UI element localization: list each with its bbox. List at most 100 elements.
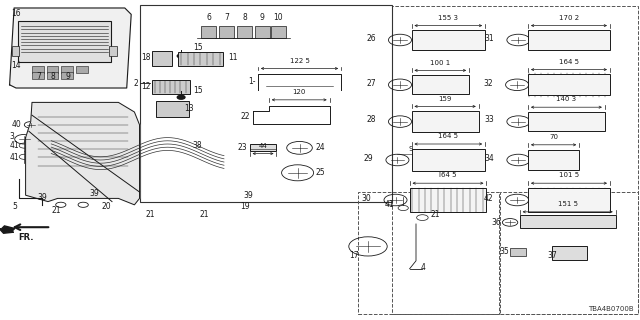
Text: 11: 11 xyxy=(228,53,238,62)
Text: 25: 25 xyxy=(316,168,325,177)
Text: 9: 9 xyxy=(65,72,70,81)
Bar xyxy=(410,188,486,212)
Bar xyxy=(500,192,638,314)
Bar xyxy=(152,51,172,66)
Text: 10: 10 xyxy=(273,13,284,22)
Bar xyxy=(32,66,44,73)
Text: 22: 22 xyxy=(240,112,250,121)
Text: 39: 39 xyxy=(243,191,253,200)
Text: 21: 21 xyxy=(146,210,156,219)
Text: 37: 37 xyxy=(547,252,557,260)
FancyArrow shape xyxy=(0,226,15,233)
Text: 20: 20 xyxy=(102,202,111,211)
Text: 70: 70 xyxy=(549,134,558,140)
Bar xyxy=(47,72,58,79)
Bar xyxy=(528,74,610,95)
Text: 41: 41 xyxy=(10,141,19,150)
Text: 35: 35 xyxy=(499,247,509,256)
Bar xyxy=(152,80,190,94)
Bar xyxy=(61,72,73,79)
Text: TBA4B0700B: TBA4B0700B xyxy=(588,306,634,312)
Text: 170 2: 170 2 xyxy=(559,15,579,21)
Text: 18: 18 xyxy=(141,53,150,62)
Text: 1-: 1- xyxy=(248,77,256,86)
Text: 17: 17 xyxy=(349,252,358,260)
Text: 41: 41 xyxy=(10,153,19,162)
Circle shape xyxy=(177,95,185,99)
Bar xyxy=(250,144,276,151)
Bar xyxy=(156,101,189,117)
Text: 36: 36 xyxy=(492,218,501,227)
Text: 9: 9 xyxy=(260,13,265,22)
Text: 7: 7 xyxy=(36,72,41,81)
Circle shape xyxy=(177,54,185,58)
Text: l64 5: l64 5 xyxy=(439,172,457,179)
Bar xyxy=(412,149,485,171)
Bar xyxy=(201,26,216,38)
Text: 14: 14 xyxy=(12,61,21,70)
Bar xyxy=(18,21,111,62)
Text: 24: 24 xyxy=(316,143,325,152)
Bar xyxy=(47,66,58,73)
Bar xyxy=(271,26,286,38)
Text: 21: 21 xyxy=(200,210,209,219)
Bar xyxy=(412,75,469,94)
Text: 12: 12 xyxy=(141,82,150,91)
Text: 9: 9 xyxy=(408,146,413,152)
Bar xyxy=(76,66,88,73)
Text: 21: 21 xyxy=(51,206,61,215)
Bar xyxy=(12,46,19,56)
Bar xyxy=(552,246,587,260)
Text: 100 1: 100 1 xyxy=(430,60,451,66)
Bar xyxy=(510,248,526,256)
Bar xyxy=(255,26,270,38)
Bar xyxy=(412,111,479,132)
Text: 140 3: 140 3 xyxy=(556,96,577,102)
Text: 42: 42 xyxy=(483,194,493,203)
Text: 3: 3 xyxy=(10,132,15,141)
Polygon shape xyxy=(10,8,131,88)
Text: 39: 39 xyxy=(37,193,47,202)
Text: 40: 40 xyxy=(12,120,21,129)
Text: 27: 27 xyxy=(366,79,376,88)
Bar xyxy=(528,30,610,50)
Text: 159: 159 xyxy=(438,96,452,101)
Text: FR.: FR. xyxy=(18,233,33,242)
Bar xyxy=(61,66,73,73)
Text: 19: 19 xyxy=(240,202,250,211)
Bar xyxy=(219,26,234,38)
Bar xyxy=(412,30,485,50)
Bar xyxy=(32,72,44,79)
Text: 122 5: 122 5 xyxy=(289,58,310,64)
Text: 8: 8 xyxy=(242,13,247,22)
Text: 4: 4 xyxy=(421,263,426,272)
Text: 5: 5 xyxy=(13,202,18,211)
Bar xyxy=(528,112,605,131)
Text: 120: 120 xyxy=(292,89,306,95)
Text: 155 3: 155 3 xyxy=(438,15,458,21)
Text: 23: 23 xyxy=(237,143,247,152)
Text: 164 5: 164 5 xyxy=(559,59,579,65)
Text: 38: 38 xyxy=(192,141,202,150)
Text: 21: 21 xyxy=(430,210,440,219)
Text: 41: 41 xyxy=(385,200,394,209)
Text: 7: 7 xyxy=(224,13,229,22)
Bar xyxy=(520,215,616,228)
Text: 13: 13 xyxy=(184,104,194,113)
Polygon shape xyxy=(26,102,140,205)
Text: 151 5: 151 5 xyxy=(557,201,578,207)
Bar xyxy=(528,188,610,212)
Bar xyxy=(237,26,252,38)
Text: 101 5: 101 5 xyxy=(559,172,579,179)
Bar xyxy=(358,192,499,314)
Text: 15: 15 xyxy=(193,44,203,52)
Text: 2: 2 xyxy=(134,79,138,88)
Bar xyxy=(178,52,223,66)
Text: 39: 39 xyxy=(90,189,99,198)
Text: 33: 33 xyxy=(484,116,494,124)
Bar xyxy=(392,6,638,314)
Text: 44: 44 xyxy=(259,143,268,149)
Bar xyxy=(109,46,117,56)
Text: 6: 6 xyxy=(206,13,211,22)
Text: 164 5: 164 5 xyxy=(438,133,458,139)
